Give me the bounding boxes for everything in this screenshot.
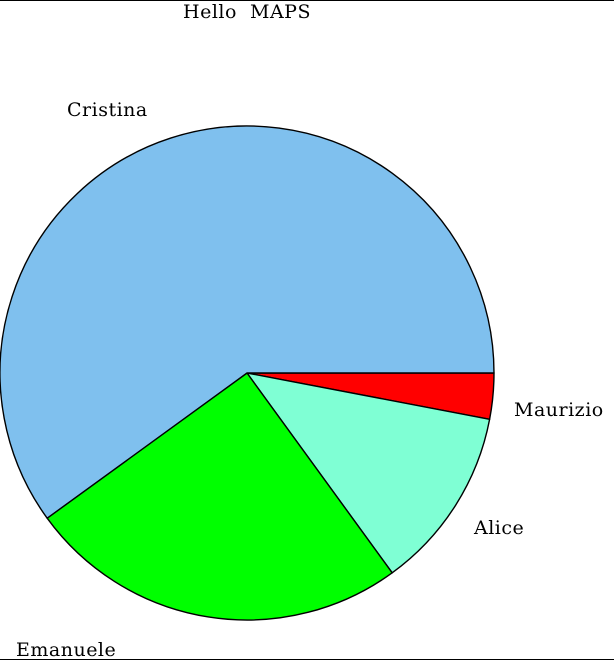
pie-slice-cristina <box>0 125 495 519</box>
pie-slice-emanuele <box>46 372 393 621</box>
slice-label-alice: Alice <box>473 517 524 539</box>
pie-slice-alice <box>246 372 491 574</box>
slice-label-emanuele: Emanuele <box>16 639 116 660</box>
chart-title: Hello MAPS <box>183 1 311 23</box>
slice-label-cristina: Cristina <box>67 99 148 121</box>
slice-label-maurizio: Maurizio <box>514 399 604 421</box>
pie-labels: Maurizio Alice Emanuele Cristina <box>16 99 604 660</box>
pie-slices <box>0 125 495 621</box>
